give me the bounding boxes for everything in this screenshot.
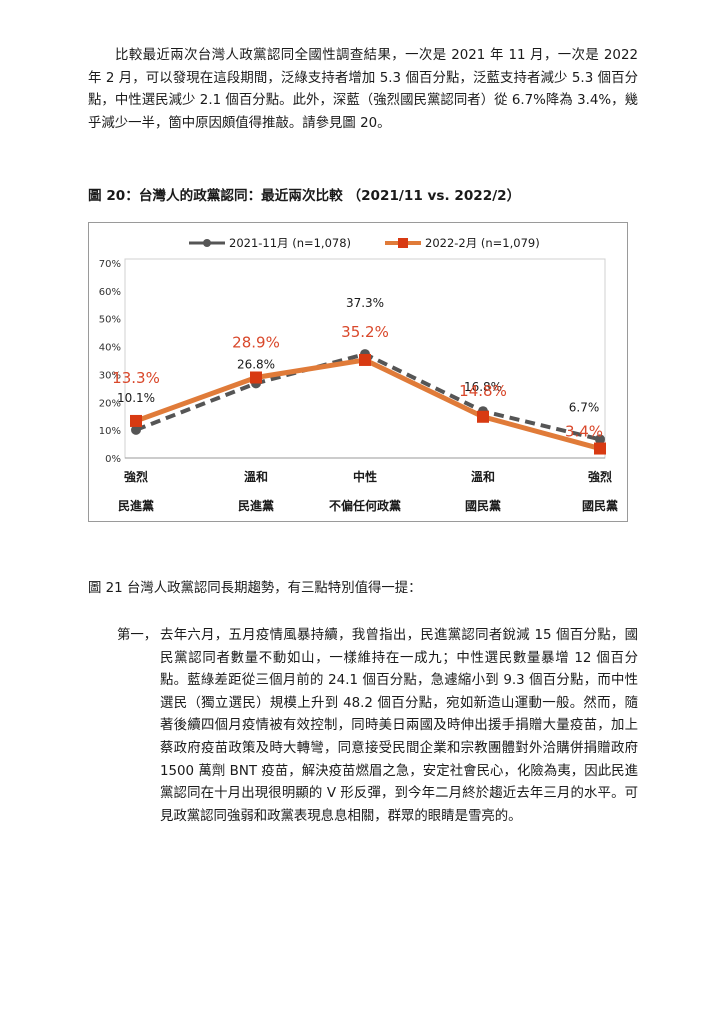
series-2022-point — [359, 353, 371, 366]
legend-2021-swatch-marker — [203, 239, 211, 247]
x-category-label: 中性 — [353, 469, 377, 484]
series-2021-data-label: 16.8% — [464, 380, 502, 394]
series-2021-data-label: 6.7% — [569, 400, 600, 414]
y-tick-label: 10% — [99, 426, 121, 437]
series-2022-point — [250, 371, 262, 384]
intro-paragraph: 比較最近兩次台灣人政黨認同全國性調查結果，一次是 2021 年 11 月，一次是… — [88, 48, 638, 131]
series-2021-data-label: 10.1% — [117, 391, 155, 405]
x-category-label: 不偏任何政黨 — [329, 498, 401, 513]
series-2022-data-label: 14.8% — [459, 382, 507, 400]
series-2022-data-label: 28.9% — [232, 333, 280, 351]
y-tick-label: 20% — [99, 398, 121, 409]
series-2021-point — [595, 434, 605, 445]
x-category-label: 溫和 — [471, 469, 495, 484]
series-2021-data-label: 37.3% — [346, 296, 384, 310]
section-intro: 圖 21 台灣人政黨認同長期趨勢，有三點特別值得一提： — [88, 581, 422, 596]
series-2022-line — [135, 357, 601, 451]
y-tick-label: 40% — [99, 343, 121, 354]
x-category-label: 溫和 — [244, 469, 268, 484]
figure-caption: 圖 20：台灣人的政黨認同：最近兩次比較 （2021/11 vs. 2022/2… — [88, 188, 521, 204]
series-2021-point — [131, 424, 141, 435]
series-2022-data-label: 3.4% — [565, 423, 603, 441]
series-2022-point — [477, 410, 489, 423]
y-tick-label: 0% — [105, 454, 121, 465]
x-category-label: 國民黨 — [465, 498, 501, 513]
x-category-label: 強烈 — [588, 469, 612, 484]
y-tick-label: 30% — [99, 370, 121, 381]
series-2022-point — [594, 442, 606, 455]
y-tick-label: 60% — [99, 287, 121, 298]
y-tick-label: 50% — [99, 315, 121, 326]
legend-2021-label: 2021-11月 (n=1,078) — [229, 236, 351, 250]
y-tick-label: 70% — [99, 259, 121, 270]
legend-2022-swatch-marker — [398, 238, 408, 248]
series-2022-data-label: 35.2% — [341, 323, 389, 341]
party-identification-chart: 0% 10% 20% 30% 40% 50% 60% 70% 強烈民進黨 溫和民進黨 中性不偏任何政… — [88, 222, 628, 522]
series-2022-data-label: 13.3% — [112, 369, 160, 387]
legend-2022-label: 2022-2月 (n=1,079) — [425, 236, 540, 250]
x-category-label: 國民黨 — [582, 498, 618, 513]
x-category-label: 民進黨 — [118, 498, 154, 513]
series-2022-point — [130, 414, 142, 427]
series-2021-data-label: 26.8% — [237, 357, 275, 371]
first-point-text: 去年六月，五月疫情風暴持續，我曾指出，民進黨認同者銳減 15 個百分點，國民黨認… — [160, 628, 638, 824]
first-point-lead: 第一， — [117, 628, 158, 643]
x-category-label: 民進黨 — [238, 498, 274, 513]
x-category-label: 強烈 — [124, 469, 148, 484]
